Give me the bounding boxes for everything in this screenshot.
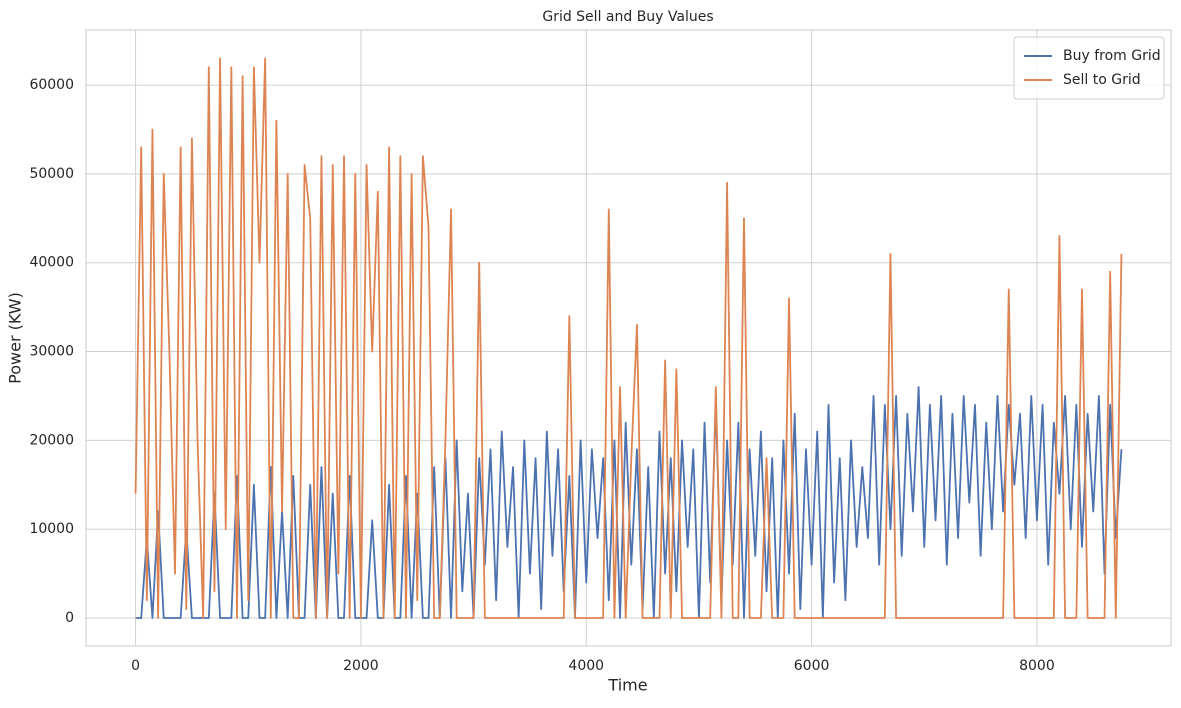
chart-title: Grid Sell and Buy Values <box>542 9 713 25</box>
y-tick-label: 30000 <box>29 344 74 360</box>
y-tick-label: 0 <box>65 610 74 626</box>
y-tick-label: 20000 <box>29 432 74 448</box>
x-axis-label: Time <box>607 676 647 695</box>
y-tick-label: 60000 <box>29 77 74 93</box>
legend-box <box>1013 36 1165 100</box>
y-tick-label: 50000 <box>29 166 74 182</box>
x-tick-label: 6000 <box>794 658 830 674</box>
legend-label: Sell to Grid <box>1063 72 1141 88</box>
x-tick-label: 8000 <box>1019 658 1055 674</box>
y-axis-label: Power (KW) <box>6 292 25 384</box>
line <box>135 386 1123 619</box>
y-tick-label: 10000 <box>29 521 74 537</box>
line <box>134 57 1123 619</box>
x-tick-label: 0 <box>131 658 140 674</box>
x-tick-label: 2000 <box>343 658 379 674</box>
legend-label: Buy from Grid <box>1063 48 1161 64</box>
x-tick-label: 4000 <box>568 658 604 674</box>
y-tick-label: 40000 <box>29 255 74 271</box>
